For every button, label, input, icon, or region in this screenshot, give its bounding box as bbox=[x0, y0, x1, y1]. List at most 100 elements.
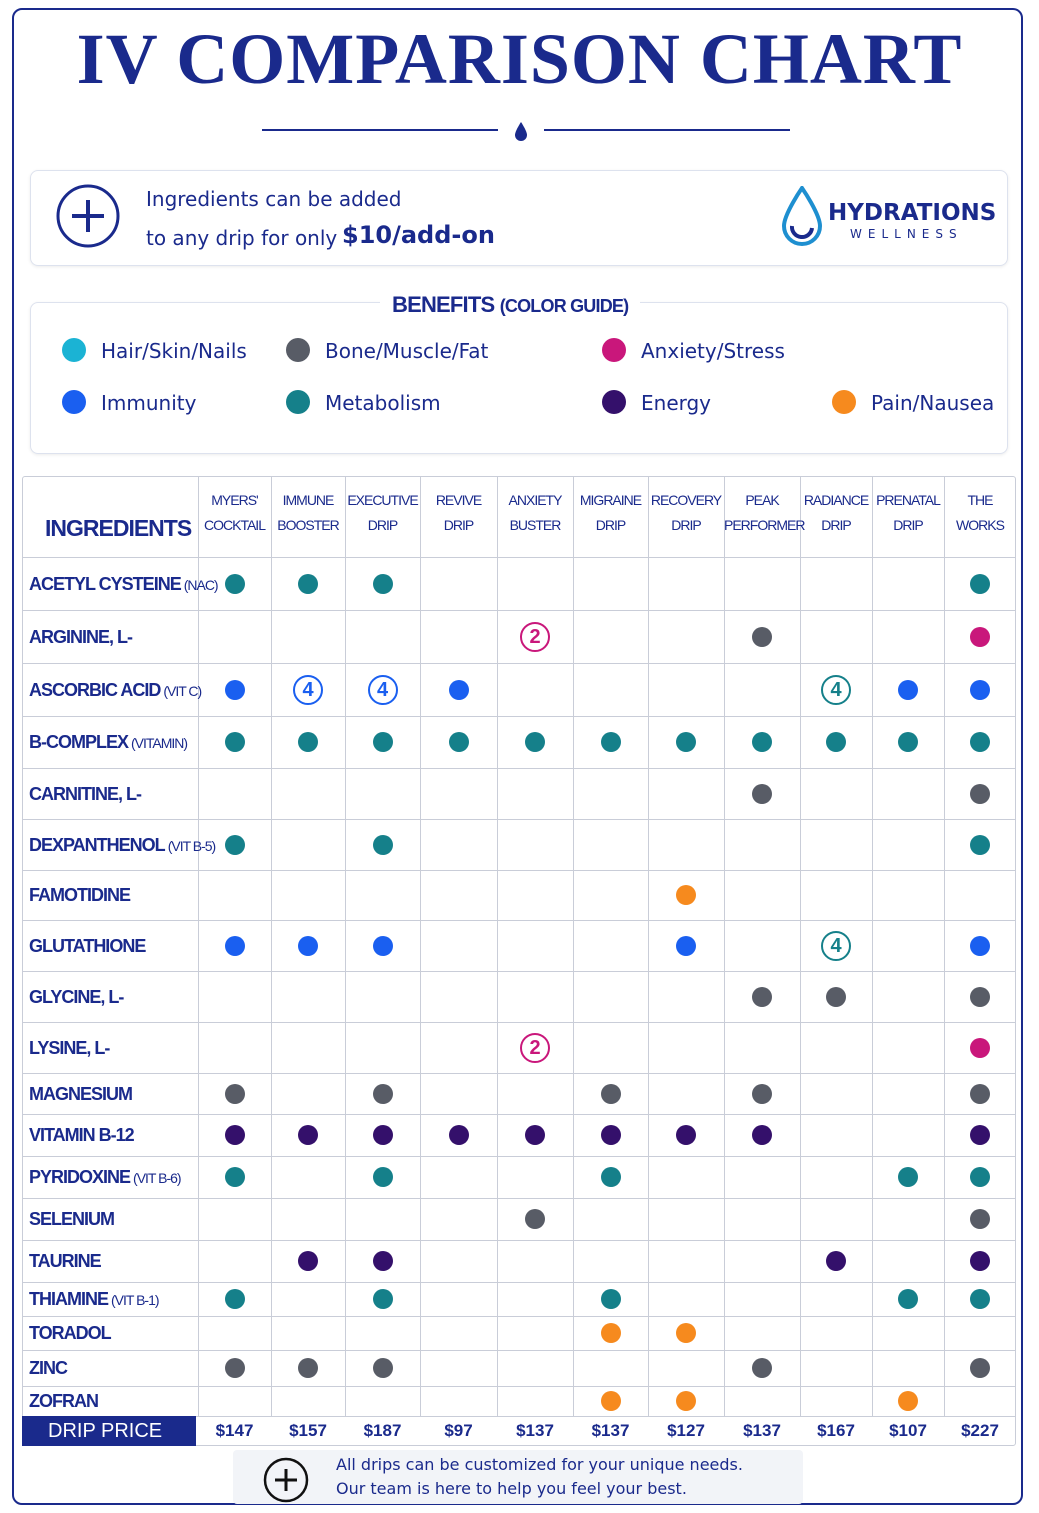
benefit-dot bbox=[224, 1083, 245, 1104]
ingredient-name: PYRIDOXINE bbox=[29, 1167, 131, 1187]
addon-line1: Ingredients can be added bbox=[146, 187, 402, 211]
benefit-dot bbox=[826, 986, 846, 1007]
benefit-dot bbox=[826, 1251, 846, 1271]
row-line bbox=[22, 819, 1016, 820]
legend-dot bbox=[286, 390, 310, 414]
drip-price: $107 bbox=[889, 1421, 927, 1440]
logo-tagline: WELLNESS bbox=[850, 227, 963, 241]
benefit-count: 4 bbox=[293, 674, 323, 705]
row-name: GLUTATHIONE bbox=[29, 934, 146, 958]
row-line bbox=[22, 1240, 1016, 1241]
benefit-dot bbox=[676, 1391, 696, 1411]
benefit-dot bbox=[448, 1125, 469, 1145]
ingredient-name: GLYCINE, L- bbox=[29, 986, 124, 1007]
row-line bbox=[22, 1282, 1016, 1283]
benefit-dot bbox=[372, 573, 393, 594]
benefit-dot bbox=[898, 679, 918, 700]
ingredient-note: (VITAMIN) bbox=[131, 735, 188, 751]
benefit-dot bbox=[525, 1209, 545, 1229]
benefit-dot bbox=[298, 1125, 318, 1145]
benefit-dot bbox=[752, 732, 772, 752]
col-line bbox=[724, 476, 725, 1416]
row-name: B-COMPLEX (VITAMIN) bbox=[29, 730, 188, 755]
ingredient-name: CARNITINE, L- bbox=[29, 783, 142, 804]
ingredient-name: ASCORBIC ACID bbox=[29, 679, 161, 700]
row-line bbox=[22, 1386, 1016, 1387]
ingredient-note: (NAC) bbox=[183, 576, 219, 593]
ingredient-name: MAGNESIUM bbox=[29, 1083, 133, 1104]
benefit-dot bbox=[224, 1358, 245, 1378]
benefit-dot bbox=[298, 573, 318, 594]
column-header-line: BUSTER bbox=[509, 517, 562, 533]
drip-price: $227 bbox=[961, 1421, 999, 1440]
benefit-dot bbox=[970, 573, 990, 594]
benefit-dot bbox=[600, 1125, 621, 1145]
row-name: THIAMINE (VIT B-1) bbox=[29, 1287, 160, 1312]
benefit-dot bbox=[372, 732, 393, 752]
drip-price: $127 bbox=[667, 1421, 705, 1440]
benefit-dot bbox=[752, 986, 772, 1007]
column-header-line: DRIP bbox=[821, 517, 851, 533]
legend-heading: BENEFITS (COLOR GUIDE) bbox=[380, 292, 641, 318]
benefit-dot bbox=[970, 1125, 990, 1145]
benefit-dot bbox=[752, 1083, 772, 1104]
ingredient-note: (VIT B-1) bbox=[111, 1292, 160, 1308]
column-header-line: MIGRAINE bbox=[579, 492, 642, 508]
benefit-dot bbox=[298, 1251, 318, 1271]
legend-label: Energy bbox=[641, 391, 712, 415]
benefit-dot bbox=[224, 1289, 245, 1309]
benefit-dot bbox=[600, 1167, 621, 1187]
benefit-dot bbox=[970, 626, 990, 647]
row-line bbox=[22, 1156, 1016, 1157]
benefit-dot bbox=[224, 679, 245, 700]
row-name: LYSINE, L- bbox=[29, 1036, 110, 1060]
legend-dot bbox=[286, 338, 310, 362]
col-line bbox=[944, 476, 945, 1416]
row-name: ZINC bbox=[29, 1356, 68, 1380]
row-line bbox=[22, 663, 1016, 664]
benefit-dot bbox=[752, 783, 772, 804]
benefit-dot bbox=[600, 732, 621, 752]
col-line bbox=[271, 476, 272, 1416]
footer-line2: Our team is here to help you feel your b… bbox=[336, 1479, 687, 1498]
benefit-dot bbox=[752, 1358, 772, 1378]
row-line bbox=[22, 1316, 1016, 1317]
column-header: ANXIETY BUSTER bbox=[497, 488, 573, 538]
benefit-dot bbox=[970, 783, 990, 804]
frame bbox=[12, 8, 1023, 1505]
column-header-line: PRENATAL bbox=[876, 492, 941, 508]
benefit-dot bbox=[898, 732, 918, 752]
column-header: RADIANCE DRIP bbox=[800, 488, 872, 538]
benefit-dot bbox=[372, 1083, 393, 1104]
column-header: RECOVERY DRIP bbox=[648, 488, 724, 538]
column-header-line: THE bbox=[967, 492, 994, 508]
row-line bbox=[22, 920, 1016, 921]
legend-label: Hair/Skin/Nails bbox=[101, 339, 247, 363]
legend-label: Anxiety/Stress bbox=[641, 339, 785, 363]
row-name: SELENIUM bbox=[29, 1207, 115, 1231]
row-line bbox=[22, 870, 1016, 871]
benefit-count: 4 bbox=[821, 674, 851, 705]
column-header-line: DRIP bbox=[893, 517, 923, 533]
benefit-dot bbox=[600, 1083, 621, 1104]
table-border bbox=[22, 476, 1016, 1446]
column-header: EXECUTIVE DRIP bbox=[345, 488, 420, 538]
row-name: ZOFRAN bbox=[29, 1389, 99, 1413]
row-name: TORADOL bbox=[29, 1321, 112, 1345]
column-header-line: PEAK bbox=[745, 492, 779, 508]
benefit-dot bbox=[676, 1323, 696, 1343]
row-line bbox=[22, 716, 1016, 717]
benefit-count: 2 bbox=[520, 621, 550, 652]
drip-price: $97 bbox=[444, 1421, 473, 1440]
legend-dot bbox=[832, 390, 856, 414]
row-line bbox=[22, 768, 1016, 769]
drip-price: $137 bbox=[591, 1421, 630, 1440]
column-header-line: ANXIETY bbox=[508, 492, 563, 508]
ingredient-name: B-COMPLEX bbox=[29, 732, 129, 752]
benefit-dot bbox=[372, 1125, 393, 1145]
benefit-dot bbox=[970, 1037, 990, 1058]
column-header-line: IMMUNE bbox=[282, 492, 335, 508]
benefit-dot bbox=[970, 1289, 990, 1309]
row-name: ACETYL CYSTEINE (NAC) bbox=[29, 572, 219, 597]
row-name: MAGNESIUM bbox=[29, 1082, 133, 1106]
